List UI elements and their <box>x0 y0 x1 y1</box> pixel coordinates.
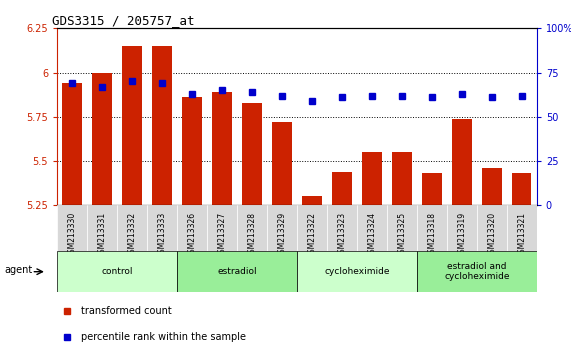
Bar <box>93 73 112 205</box>
Bar <box>87 205 117 251</box>
Bar <box>122 46 142 205</box>
Bar <box>62 83 82 205</box>
Text: GDS3315 / 205757_at: GDS3315 / 205757_at <box>53 14 195 27</box>
Bar <box>207 205 237 251</box>
Bar <box>297 205 327 251</box>
Text: estradiol: estradiol <box>217 267 257 276</box>
Bar <box>272 122 292 205</box>
Text: GSM213333: GSM213333 <box>158 212 167 258</box>
Bar <box>362 152 381 205</box>
Text: GSM213323: GSM213323 <box>337 212 347 258</box>
Bar <box>417 205 447 251</box>
Text: agent: agent <box>5 265 33 275</box>
Bar <box>177 251 297 292</box>
Bar <box>417 251 537 292</box>
Text: GSM213327: GSM213327 <box>218 212 227 258</box>
Text: GSM213331: GSM213331 <box>98 212 107 258</box>
Bar <box>512 173 532 205</box>
Bar <box>57 205 87 251</box>
Text: GSM213326: GSM213326 <box>187 212 196 258</box>
Bar <box>507 205 537 251</box>
Bar <box>482 168 501 205</box>
Bar <box>477 205 507 251</box>
Bar <box>392 152 412 205</box>
Text: control: control <box>101 267 133 276</box>
Text: GSM213330: GSM213330 <box>67 212 77 258</box>
Text: GSM213325: GSM213325 <box>397 212 407 258</box>
Bar <box>237 205 267 251</box>
Text: GSM213320: GSM213320 <box>487 212 496 258</box>
Text: GSM213321: GSM213321 <box>517 212 526 258</box>
Bar <box>327 205 357 251</box>
Bar <box>297 251 417 292</box>
Text: GSM213318: GSM213318 <box>427 212 436 258</box>
Bar <box>212 92 232 205</box>
Text: cycloheximide: cycloheximide <box>324 267 389 276</box>
Bar <box>147 205 177 251</box>
Text: GSM213328: GSM213328 <box>247 212 256 258</box>
Text: estradiol and
cycloheximide: estradiol and cycloheximide <box>444 262 509 281</box>
Text: GSM213329: GSM213329 <box>278 212 287 258</box>
Bar <box>447 205 477 251</box>
Bar <box>302 196 321 205</box>
Text: GSM213322: GSM213322 <box>307 212 316 258</box>
Bar <box>152 46 172 205</box>
Text: GSM213332: GSM213332 <box>127 212 136 258</box>
Bar <box>452 119 472 205</box>
Bar <box>332 172 352 205</box>
Bar <box>177 205 207 251</box>
Text: GSM213324: GSM213324 <box>367 212 376 258</box>
Bar <box>57 251 177 292</box>
Text: transformed count: transformed count <box>81 306 172 316</box>
Text: percentile rank within the sample: percentile rank within the sample <box>81 332 246 342</box>
Bar <box>422 173 441 205</box>
Bar <box>182 97 202 205</box>
Bar <box>267 205 297 251</box>
Bar <box>387 205 417 251</box>
Bar <box>117 205 147 251</box>
Bar <box>357 205 387 251</box>
Bar <box>242 103 262 205</box>
Text: GSM213319: GSM213319 <box>457 212 467 258</box>
